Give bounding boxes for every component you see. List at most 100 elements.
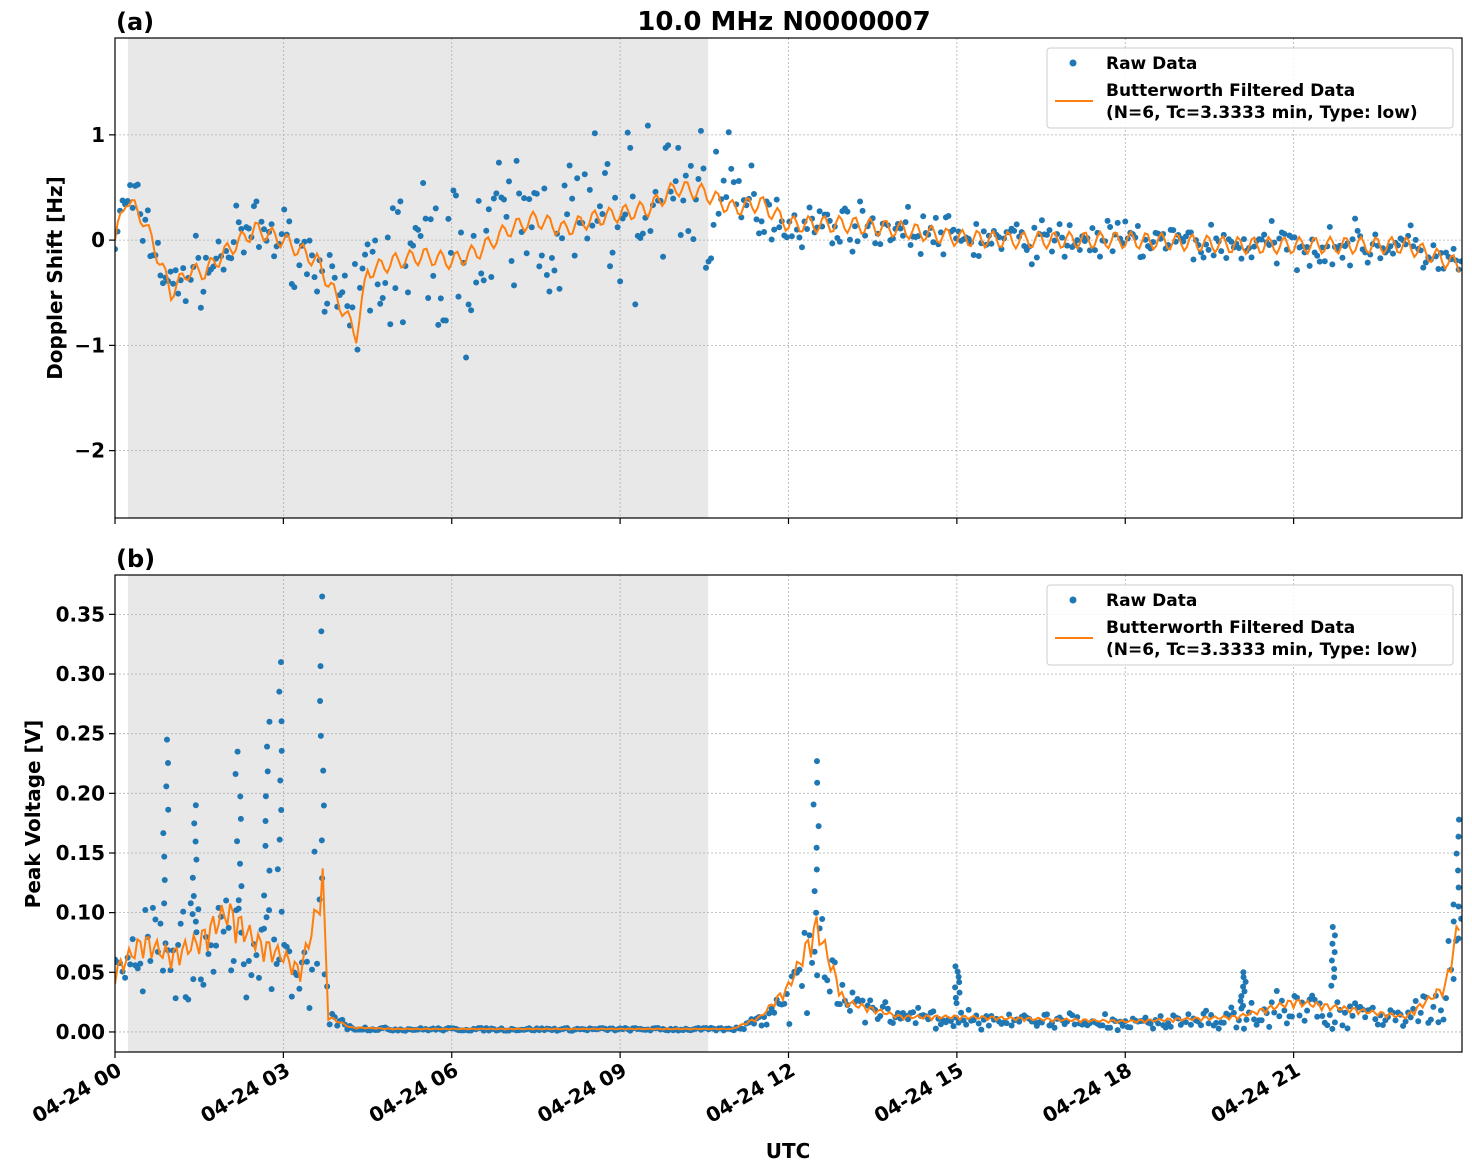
raw-data-point (264, 743, 271, 750)
raw-data-point (551, 267, 558, 274)
raw-data-point (1372, 1016, 1379, 1023)
raw-data-point (1251, 1016, 1258, 1023)
raw-data-point (192, 918, 199, 925)
raw-data-point (1134, 223, 1141, 230)
raw-data-point (819, 916, 826, 923)
raw-data-point (801, 929, 808, 936)
raw-data-point (1304, 1007, 1311, 1014)
raw-data-point (268, 986, 275, 993)
raw-data-point (1402, 1018, 1409, 1025)
raw-data-point (468, 307, 475, 314)
raw-data-point (266, 907, 273, 914)
raw-data-point (1241, 988, 1248, 995)
raw-data-point (157, 272, 164, 279)
raw-data-point (735, 178, 742, 185)
raw-data-point (1281, 230, 1288, 237)
raw-data-point (233, 202, 240, 209)
raw-data-point (452, 192, 459, 199)
raw-data-point (1056, 221, 1063, 228)
raw-data-point (122, 974, 129, 981)
raw-data-point (1049, 248, 1056, 255)
raw-data-point (1450, 245, 1457, 252)
raw-data-point (283, 943, 290, 950)
raw-data-point (234, 748, 241, 755)
raw-data-point (190, 892, 197, 899)
legend-raw-label: Raw Data (1106, 54, 1197, 74)
raw-data-point (675, 144, 682, 151)
raw-data-point (632, 301, 639, 308)
raw-data-point (1238, 993, 1245, 1000)
raw-data-point (127, 182, 134, 189)
raw-data-point (1170, 227, 1177, 234)
raw-data-point (1306, 262, 1313, 269)
raw-data-point (437, 295, 444, 302)
raw-data-point (495, 159, 502, 166)
raw-data-point (392, 285, 399, 292)
raw-data-point (329, 263, 336, 270)
raw-data-point (1114, 219, 1121, 226)
raw-data-point (624, 129, 631, 136)
filtered-data-line (115, 868, 1461, 1031)
legend-filtered-label: Butterworth Filtered Data (1106, 81, 1355, 101)
raw-data-point (197, 976, 204, 983)
raw-data-point (1319, 1013, 1326, 1020)
raw-data-point (1215, 1025, 1222, 1032)
raw-data-point (306, 237, 313, 244)
raw-data-point (1314, 252, 1321, 259)
raw-data-point (450, 187, 457, 194)
raw-data-point (273, 961, 280, 968)
raw-data-point (988, 240, 995, 247)
raw-data-point (170, 280, 177, 287)
raw-data-point (1331, 965, 1338, 972)
raw-data-point (261, 925, 268, 932)
raw-data-point (753, 216, 760, 223)
raw-data-point (1435, 266, 1442, 273)
raw-data-point (250, 203, 257, 210)
raw-data-point (384, 234, 391, 241)
raw-data-point (430, 272, 437, 279)
y-tick-label: 0.15 (56, 841, 105, 865)
raw-data-point (240, 961, 247, 968)
raw-data-point (432, 205, 439, 212)
raw-data-point (546, 288, 553, 295)
raw-data-point (163, 736, 170, 743)
raw-data-point (220, 928, 227, 935)
raw-data-point (985, 1022, 992, 1029)
raw-data-point (1028, 261, 1035, 268)
raw-data-point (776, 224, 783, 231)
y-tick-label: 1 (91, 123, 105, 147)
raw-data-point (740, 1026, 747, 1033)
raw-data-point (262, 818, 269, 825)
raw-data-point (917, 251, 924, 258)
raw-data-point (1051, 237, 1058, 244)
raw-data-point (680, 197, 687, 204)
raw-data-point (175, 941, 182, 948)
raw-data-point (1071, 1021, 1078, 1028)
panel-label-a: (a) (116, 8, 154, 36)
raw-data-point (377, 300, 384, 307)
panel-label-b: (b) (116, 545, 155, 573)
raw-data-point (1276, 235, 1283, 242)
y-tick-label: −1 (74, 333, 105, 357)
raw-data-point (1258, 236, 1265, 243)
raw-data-point (164, 760, 171, 767)
raw-data-point (652, 188, 659, 195)
raw-data-point (193, 929, 200, 936)
raw-data-point (879, 1003, 886, 1010)
raw-data-point (225, 924, 232, 931)
raw-data-point (1326, 223, 1333, 230)
raw-data-point (1248, 999, 1255, 1006)
raw-data-point (331, 274, 338, 281)
raw-data-point (844, 208, 851, 215)
raw-data-point (1109, 248, 1116, 255)
raw-data-point (1276, 1013, 1283, 1020)
raw-data-point (852, 223, 859, 230)
legend-box (1046, 47, 1454, 129)
raw-data-point (458, 229, 465, 236)
raw-data-point (1046, 227, 1053, 234)
raw-data-point (697, 127, 704, 134)
raw-data-point (763, 1021, 770, 1028)
raw-data-point (584, 235, 591, 242)
raw-data-point (667, 188, 674, 195)
raw-data-point (277, 777, 284, 784)
